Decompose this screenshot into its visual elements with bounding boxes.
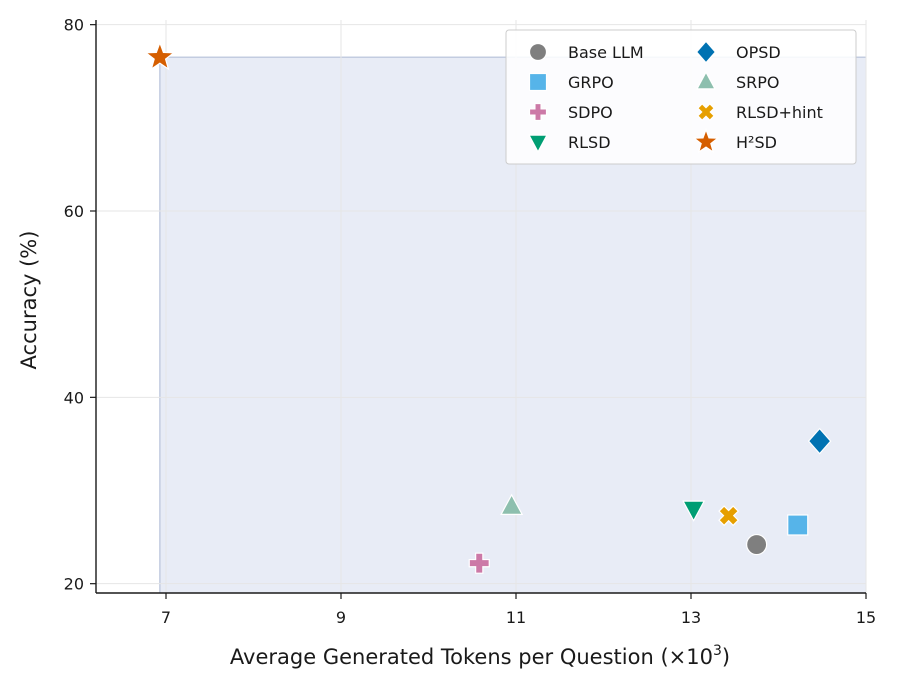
data-point (144, 41, 176, 71)
legend-label: H²SD (736, 133, 777, 152)
legend-item: Base LLM (528, 42, 644, 62)
x-tick-label: 9 (336, 608, 346, 627)
x-tick-label: 15 (856, 608, 876, 627)
legend-item: SDPO (528, 102, 613, 122)
legend-marker (692, 127, 720, 154)
data-point (787, 514, 809, 536)
legend-box (505, 29, 857, 165)
data-point (682, 500, 706, 522)
legend-item: GRPO (528, 72, 614, 92)
legend-label: Base LLM (568, 43, 644, 62)
legend-label: OPSD (736, 43, 781, 62)
x-tick-label: 7 (161, 608, 171, 627)
data-point (807, 427, 832, 455)
legend-label: SRPO (736, 73, 780, 92)
legend-marker (695, 40, 717, 64)
legend-marker (528, 72, 548, 92)
legend-label: SDPO (568, 103, 613, 122)
legend-marker (528, 102, 548, 122)
y-axis-label: Accuracy (%) (17, 231, 41, 370)
legend-item: SRPO (696, 70, 780, 92)
plot-area: 7 9 11 13 15 20 40 60 80 Base LLM GRPO SDPO RLSD OPSD… (64, 16, 877, 627)
data-point (718, 505, 740, 527)
legend-label: GRPO (568, 73, 614, 92)
legend-label: RLSD+hint (736, 103, 823, 122)
legend-marker (696, 102, 716, 122)
y-tick-label: 80 (64, 16, 84, 35)
legend-marker (528, 134, 548, 154)
y-tick-label: 60 (64, 202, 84, 221)
legend-item: OPSD (695, 40, 781, 64)
x-axis-label-exponent: 3 (713, 643, 722, 659)
data-point (746, 533, 768, 556)
legend-item: H²SD (692, 127, 777, 154)
legend-label: RLSD (568, 133, 611, 152)
x-axis-label-close: ) (722, 645, 730, 669)
x-tick-label: 11 (506, 608, 526, 627)
legend-marker (528, 42, 548, 62)
x-tick-label: 13 (681, 608, 701, 627)
x-axis-label: Average Generated Tokens per Question (×… (230, 643, 730, 669)
y-tick-label: 40 (64, 388, 84, 407)
legend-item: RLSD+hint (696, 102, 823, 122)
data-point (468, 552, 490, 574)
data-point (500, 493, 524, 515)
legend: Base LLM GRPO SDPO RLSD OPSD SRPO RLSD+hint H²S… (505, 29, 857, 165)
legend-item: RLSD (528, 133, 611, 154)
y-tick-label: 20 (64, 575, 84, 594)
legend-marker (696, 70, 716, 90)
